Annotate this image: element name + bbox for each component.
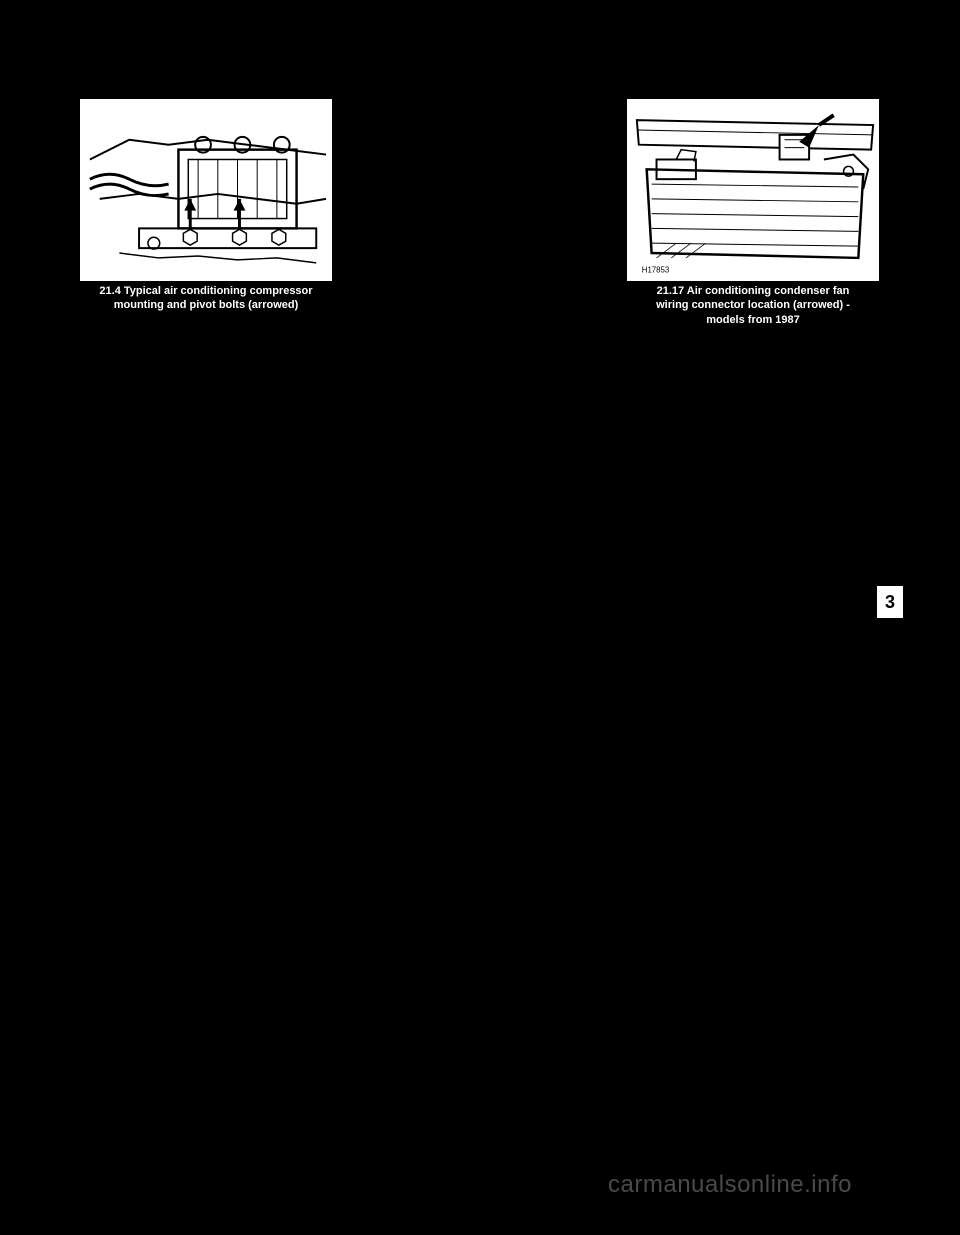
caption-text: 21.17 Air conditioning condenser fan [657,285,850,297]
page-section-tab: 3 [877,586,903,618]
figure-compressor-mounting: 21.4 Typical air conditioning compressor… [78,97,334,318]
caption-text: models from 1987 [706,314,800,326]
caption-text: wiring connector location (arrowed) - [656,299,850,311]
caption-text: 21.4 Typical air conditioning compressor [99,285,312,297]
caption-text: mounting and pivot bolts (arrowed) [114,299,299,311]
tab-number: 3 [885,592,895,613]
svg-text:H17853: H17853 [642,266,670,275]
compressor-drawing [80,99,332,281]
figure-condenser-fan: H17853 21.17 Air conditioning condenser … [625,97,881,332]
watermark-text: carmanualsonline.info [608,1171,852,1199]
figure-image-condenser: H17853 [627,99,879,281]
figure-image-compressor [80,99,332,281]
watermark-label: carmanualsonline.info [608,1171,852,1198]
condenser-drawing: H17853 [627,99,879,281]
figure-caption-right: 21.17 Air conditioning condenser fan wir… [627,281,879,330]
figure-caption-left: 21.4 Typical air conditioning compressor… [80,281,332,316]
